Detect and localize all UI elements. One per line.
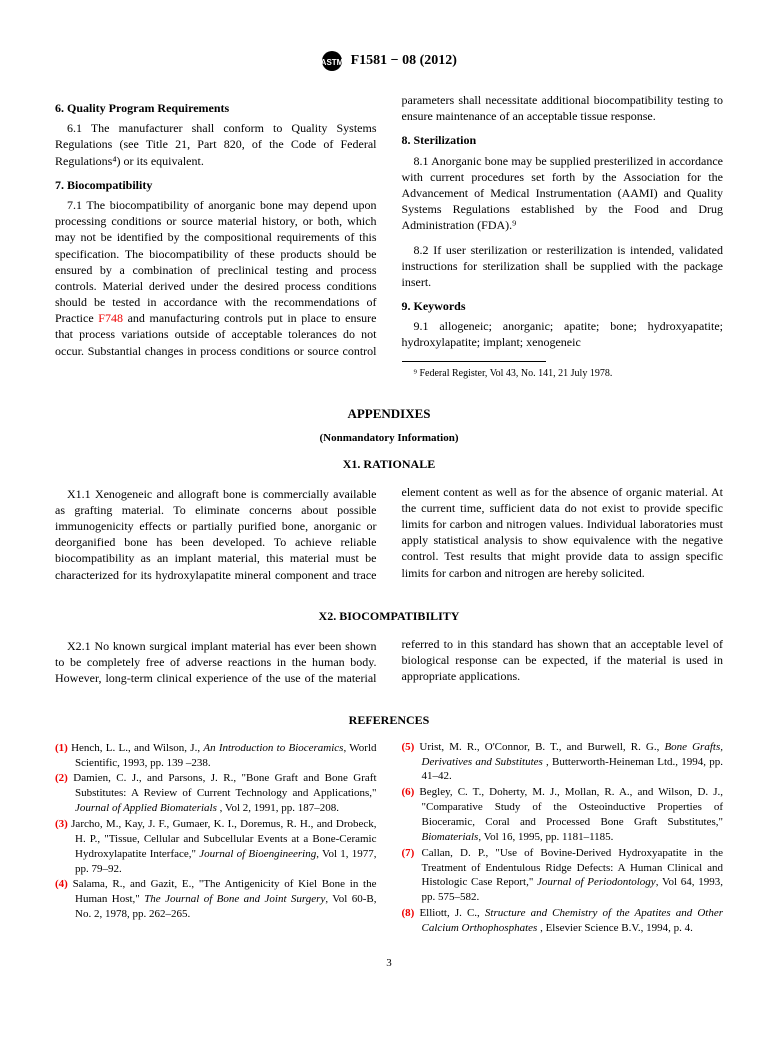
- ref-1: (1) Hench, L. L., and Wilson, J., An Int…: [55, 741, 377, 771]
- ref-rest: , Elsevier Science B.V., 1994, p. 4.: [540, 922, 693, 934]
- section-6-title: 6. Quality Program Requirements: [55, 100, 377, 116]
- x2-para: X2.1 No known surgical implant material …: [55, 636, 723, 687]
- appendixes-title: APPENDIXES: [55, 405, 723, 423]
- ref-num: (4): [55, 878, 68, 890]
- section-8-para2: 8.2 If user sterilization or resteriliza…: [402, 242, 724, 291]
- ref-5: (5) Urist, M. R., O'Connor, B. T., and B…: [402, 740, 724, 785]
- ref-rest: , Vol 2, 1991, pp. 187–208.: [220, 802, 339, 814]
- x1-para: X1.1 Xenogeneic and allograft bone is co…: [55, 484, 723, 583]
- ref-4: (4) Salama, R., and Gazit, E., "The Anti…: [55, 877, 377, 922]
- ref-rest: , Vol 16, 1995, pp. 1181–1185.: [478, 831, 613, 843]
- ref-num: (8): [402, 907, 415, 919]
- ref-title: Journal of Applied Biomaterials: [75, 802, 220, 814]
- ref-num: (6): [402, 786, 415, 798]
- ref-6: (6) Begley, C. T., Doherty, M. J., Molla…: [402, 785, 724, 844]
- ref-num: (1): [55, 742, 68, 754]
- ref-8: (8) Elliott, J. C., Structure and Chemis…: [402, 906, 724, 936]
- section-7-title: 7. Biocompatibility: [55, 177, 377, 193]
- svg-text:ASTM: ASTM: [321, 58, 343, 67]
- x1-content: X1.1 Xenogeneic and allograft bone is co…: [55, 484, 723, 583]
- ref-title: An Introduction to Bioceramics: [203, 742, 343, 754]
- references-title: REFERENCES: [55, 712, 723, 728]
- ref-title: Journal of Bioengineering: [199, 848, 316, 860]
- main-content: 6. Quality Program Requirements 6.1 The …: [55, 92, 723, 380]
- x2-title: X2. BIOCOMPATIBILITY: [55, 608, 723, 624]
- ref-num: (5): [402, 741, 415, 753]
- ref-authors: Damien, C. J., and Parsons, J. R., "Bone…: [73, 772, 376, 799]
- ref-num: (2): [55, 772, 68, 784]
- ref-7: (7) Callan, D. P., "Use of Bovine-Derive…: [402, 846, 724, 905]
- ref-title: Biomaterials: [422, 831, 479, 843]
- ref-title: The Journal of Bone and Joint Surgery: [144, 893, 325, 905]
- practice-link[interactable]: F748: [98, 311, 123, 325]
- astm-logo-icon: ASTM: [321, 50, 343, 72]
- ref-authors: Elliott, J. C.,: [419, 907, 484, 919]
- x1-title: X1. RATIONALE: [55, 456, 723, 472]
- appendixes-subtitle: (Nonmandatory Information): [55, 431, 723, 446]
- section-8-para1: 8.1 Anorganic bone may be supplied prest…: [402, 153, 724, 234]
- ref-3: (3) Jarcho, M., Kay, J. F., Gumaer, K. I…: [55, 817, 377, 876]
- page-number: 3: [55, 956, 723, 971]
- section-8-title: 8. Sterilization: [402, 132, 724, 148]
- section-9-title: 9. Keywords: [402, 298, 724, 314]
- ref-authors: Urist, M. R., O'Connor, B. T., and Burwe…: [419, 741, 664, 753]
- s7-text-a: 7.1 The biocompatibility of anorganic bo…: [55, 198, 377, 325]
- x2-content: X2.1 No known surgical implant material …: [55, 636, 723, 687]
- ref-title: Journal of Periodontology: [537, 876, 656, 888]
- ref-authors: Hench, L. L., and Wilson, J.,: [71, 742, 203, 754]
- standard-number: F1581 − 08 (2012): [351, 53, 457, 68]
- section-6-para: 6.1 The manufacturer shall conform to Qu…: [55, 120, 377, 169]
- footnote-divider: [402, 361, 547, 362]
- ref-num: (3): [55, 818, 68, 830]
- ref-num: (7): [402, 847, 415, 859]
- ref-authors: Begley, C. T., Doherty, M. J., Mollan, R…: [419, 786, 723, 828]
- section-9-para: 9.1 allogeneic; anorganic; apatite; bone…: [402, 318, 724, 350]
- ref-2: (2) Damien, C. J., and Parsons, J. R., "…: [55, 771, 377, 816]
- page-header: ASTM F1581 − 08 (2012): [55, 50, 723, 72]
- references-list: (1) Hench, L. L., and Wilson, J., An Int…: [55, 740, 723, 936]
- footnote-9: ⁹ Federal Register, Vol 43, No. 141, 21 …: [402, 367, 724, 381]
